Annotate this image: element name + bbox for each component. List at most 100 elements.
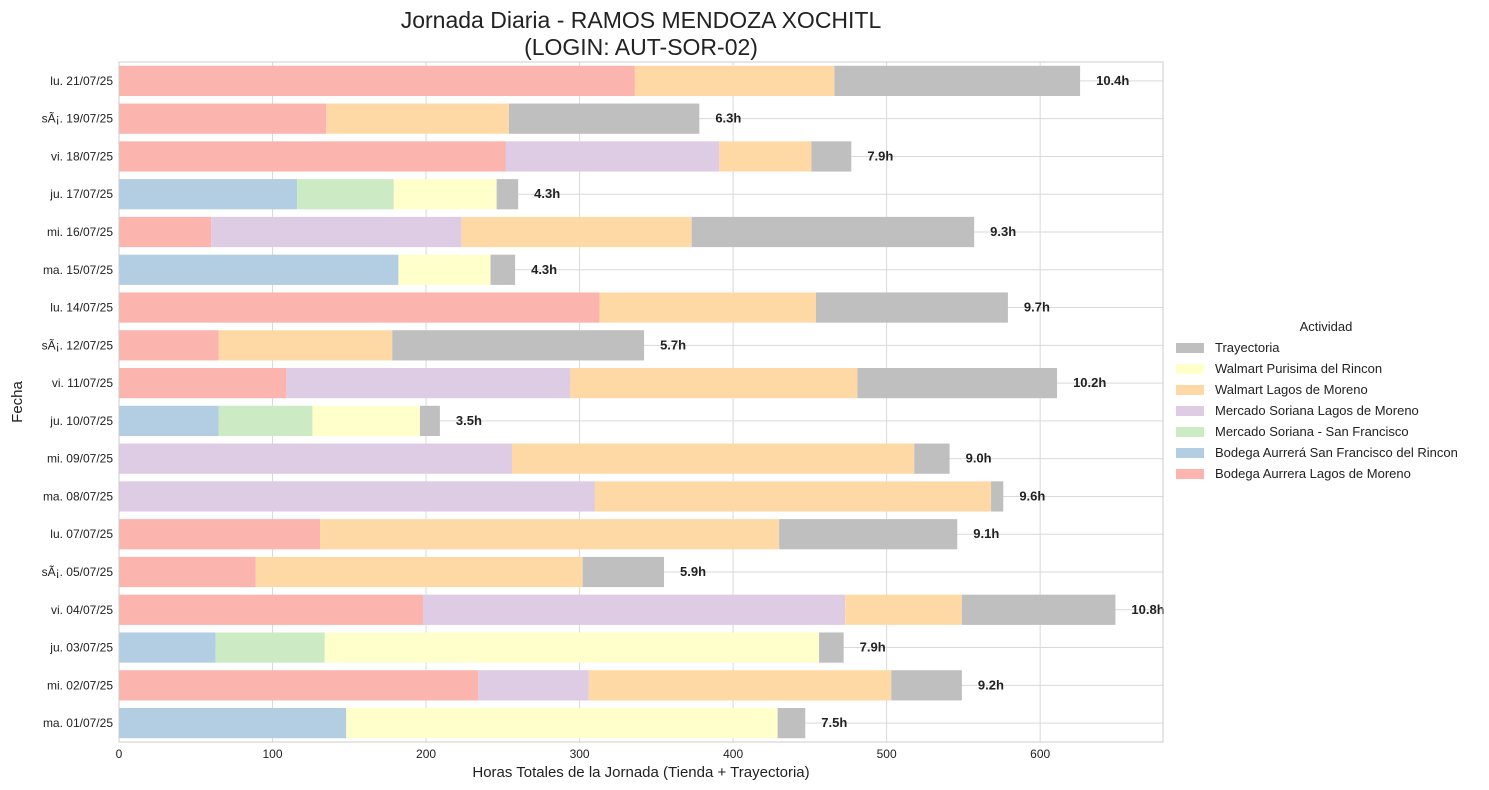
bar-segment <box>119 292 600 323</box>
bar-segment <box>691 216 975 248</box>
bar-segment <box>312 405 420 436</box>
bar-segment <box>119 632 216 663</box>
bar-segment <box>634 65 835 96</box>
bar-segment <box>594 481 992 512</box>
bar-segment <box>582 556 665 588</box>
x-tick-label: 0 <box>116 747 123 761</box>
bar-segment <box>218 330 393 361</box>
y-tick-label: vi. 11/07/25 <box>52 376 113 390</box>
bar-total-label: 3.5h <box>456 413 482 428</box>
y-tick-label: ju. 03/07/25 <box>49 641 113 655</box>
bar-total-label: 9.3h <box>990 224 1016 239</box>
legend-entry-label: Walmart Lagos de Moreno <box>1215 382 1368 397</box>
y-tick-label: ma. 08/07/25 <box>43 489 113 503</box>
bar-total-label: 7.5h <box>821 715 847 730</box>
legend-swatch <box>1176 406 1204 416</box>
x-axis-label: Horas Totales de la Jornada (Tienda + Tr… <box>472 764 809 781</box>
bar-segment <box>119 179 298 210</box>
bar-segment <box>845 594 962 625</box>
bar-total-label: 10.8h <box>1131 602 1164 617</box>
bar-segment <box>119 65 635 96</box>
bar-segment <box>819 632 844 663</box>
bar-segment <box>891 670 962 701</box>
bar-segment <box>508 103 700 134</box>
bar-segment <box>119 103 327 134</box>
y-tick-label: ma. 01/07/25 <box>43 716 113 730</box>
bar-segment <box>490 254 516 285</box>
bar-segment <box>119 368 287 399</box>
bar-segment <box>119 670 479 701</box>
legend-entry-label: Mercado Soriana Lagos de Moreno <box>1215 403 1419 418</box>
bar-segment <box>286 368 571 399</box>
bar-segment <box>320 519 780 550</box>
bar-segment <box>505 141 720 172</box>
bar-total-label: 6.3h <box>715 111 741 126</box>
bar-segment <box>857 368 1058 399</box>
bar-segment <box>461 216 692 248</box>
y-tick-label: sÃ¡. 12/07/25 <box>42 338 114 352</box>
bar-segment <box>811 141 852 172</box>
x-tick-label: 500 <box>877 747 897 761</box>
bar-segment <box>392 330 645 361</box>
y-tick-label: sÃ¡. 19/07/25 <box>42 112 114 126</box>
bar-segment <box>255 556 583 588</box>
bar-total-label: 4.3h <box>531 262 557 277</box>
bar-segment <box>218 405 313 436</box>
y-tick-label: vi. 18/07/25 <box>51 149 113 163</box>
bar-total-label: 10.4h <box>1096 73 1129 88</box>
bar-segment <box>422 594 846 625</box>
bar-segment <box>512 443 915 474</box>
legend: Actividad Trayectoria Walmart Purisima de… <box>1176 319 1458 481</box>
bar-segment <box>119 443 513 474</box>
bar-segment <box>816 292 1008 323</box>
y-tick-label: lu. 14/07/25 <box>50 301 113 315</box>
bar-segment <box>719 141 812 172</box>
bar-segment <box>119 708 347 739</box>
bar-layer <box>119 65 1116 739</box>
bar-segment <box>914 443 950 474</box>
bar-total-label: 9.2h <box>978 677 1004 692</box>
bar-segment <box>777 708 806 739</box>
bar-segment <box>961 594 1116 625</box>
bar-segment <box>496 179 519 210</box>
x-tick-label: 100 <box>263 747 283 761</box>
bar-segment <box>119 519 321 550</box>
bar-segment <box>346 708 778 739</box>
bar-segment <box>119 330 219 361</box>
legend-swatch <box>1176 343 1204 353</box>
legend-entry-label: Mercado Soriana - San Francisco <box>1215 424 1409 439</box>
bar-total-label: 7.9h <box>867 148 893 163</box>
y-tick-labels: lu. 21/07/25 sÃ¡. 19/07/25 vi. 18/07/25 ju.… <box>42 74 114 730</box>
bar-segment <box>119 594 423 625</box>
bar-segment <box>570 368 858 399</box>
bar-segment <box>119 405 219 436</box>
bar-total-label: 9.7h <box>1024 300 1050 315</box>
legend-title: Actividad <box>1300 319 1353 334</box>
bar-segment <box>119 556 256 588</box>
legend-swatch <box>1176 427 1204 437</box>
legend-entry-label: Trayectoria <box>1215 340 1280 355</box>
x-tick-labels: 0 100 200 300 400 500 600 <box>116 747 1051 761</box>
legend-entry-label: Walmart Purisima del Rincon <box>1215 361 1382 376</box>
chart-title-line-2: (LOGIN: AUT-SOR-02) <box>524 34 758 60</box>
bar-segment <box>779 519 958 550</box>
y-tick-label: lu. 21/07/25 <box>50 74 113 88</box>
bar-total-label: 4.3h <box>534 186 560 201</box>
y-tick-label: ma. 15/07/25 <box>43 263 113 277</box>
x-tick-label: 200 <box>416 747 436 761</box>
bar-segment <box>599 292 817 323</box>
legend-swatch <box>1176 448 1204 458</box>
bar-total-label: 9.1h <box>973 526 999 541</box>
x-tick-label: 400 <box>723 747 743 761</box>
bar-segment <box>324 632 820 663</box>
label-layer: 10.4h 6.3h 7.9h 4.3h 9.3h 4.3h 9.7h 5.7h 10.2h 3.… <box>456 73 1165 730</box>
bar-segment <box>398 254 491 285</box>
bar-total-label: 9.0h <box>966 451 992 466</box>
bar-total-label: 5.7h <box>660 337 686 352</box>
x-tick-label: 300 <box>570 747 590 761</box>
bar-segment <box>215 632 325 663</box>
legend-swatch <box>1176 385 1204 395</box>
y-axis-label: Fecha <box>9 381 26 423</box>
chart-title-line-1: Jornada Diaria - RAMOS MENDOZA XOCHITL <box>401 7 882 33</box>
